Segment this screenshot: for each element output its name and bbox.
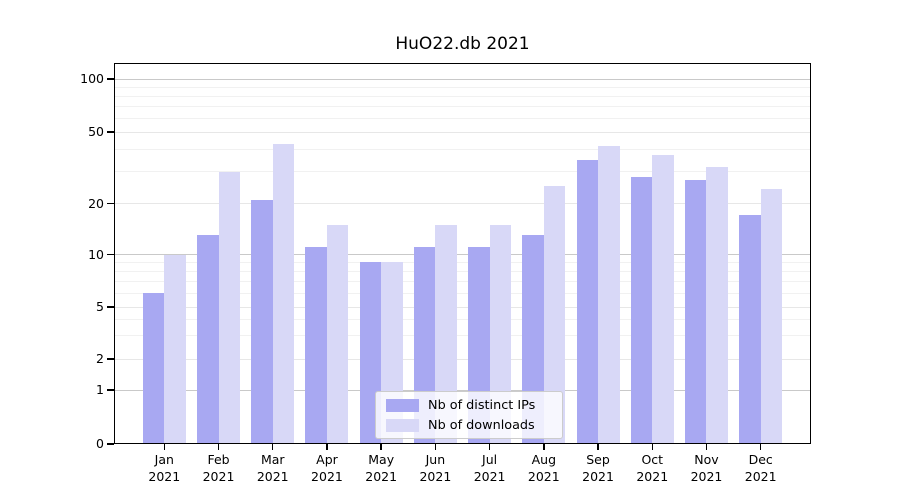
legend-swatch-downloads [386, 418, 419, 432]
bar-mar-distinct-ips [251, 199, 273, 444]
x-tick-label-feb: Feb 2021 [202, 452, 235, 484]
x-tick-nov [705, 444, 708, 450]
gridline-y-1 [114, 389, 811, 391]
bar-dec-distinct-ips [739, 215, 761, 444]
bar-sep-downloads [598, 145, 620, 444]
y-tick-label-20: 20 [88, 195, 104, 211]
bar-feb-distinct-ips [197, 235, 219, 444]
y-tick-label-2: 2 [96, 351, 104, 366]
gridline-y-6 [114, 292, 811, 294]
legend-label-downloads: Nb of downloads [428, 417, 535, 433]
gridline-y-2 [114, 358, 811, 360]
bar-jul-downloads [489, 224, 512, 444]
gridline-y-50 [114, 131, 811, 133]
x-tick-label-oct: Oct 2021 [636, 452, 669, 484]
x-tick-oct [651, 444, 653, 450]
gridline-y-90 [114, 86, 811, 88]
gridline-y-10 [114, 254, 811, 255]
bar-dec-downloads [760, 189, 783, 444]
y-tick-10 [107, 253, 114, 256]
y-tick-1 [107, 389, 114, 391]
x-tick-label-apr: Apr 2021 [311, 452, 343, 484]
bar-sep-distinct-ips [576, 159, 599, 444]
y-tick-0 [107, 443, 114, 445]
bar-feb-downloads [218, 171, 241, 444]
legend-label-distinct-ips: Nb of distinct IPs [428, 397, 536, 413]
y-tick-2 [107, 358, 114, 360]
legend: Nb of distinct IPs Nb of downloads [375, 391, 563, 439]
bar-apr-distinct-ips [305, 247, 327, 444]
gridline-y-8 [114, 270, 811, 272]
x-tick-aug [543, 444, 545, 450]
bar-jan-distinct-ips [142, 293, 165, 444]
y-tick-label-50: 50 [88, 124, 104, 139]
x-tick-label-jun: Jun 2021 [419, 452, 452, 484]
x-tick-may [380, 444, 382, 450]
x-tick-jan [163, 444, 166, 450]
y-tick-label-0: 0 [96, 436, 104, 451]
bar-nov-distinct-ips [684, 180, 707, 444]
x-tick-jul [488, 444, 491, 450]
x-tick-label-nov: Nov 2021 [690, 452, 723, 484]
bar-aug-downloads [543, 186, 566, 444]
x-tick-label-jul: Jul 2021 [473, 452, 506, 484]
x-tick-label-aug: Aug 2021 [527, 452, 560, 484]
y-tick-20 [107, 202, 114, 205]
y-tick-50 [107, 131, 114, 133]
legend-swatch-distinct-ips [386, 398, 419, 412]
y-tick-100 [107, 78, 114, 80]
gridline-y-70 [114, 105, 811, 107]
gridline-y-9 [114, 261, 811, 263]
y-tick-label-1: 1 [96, 382, 104, 397]
bar-oct-downloads [652, 155, 674, 444]
bar-oct-distinct-ips [630, 177, 653, 444]
gridline-y-60 [114, 117, 811, 119]
bar-apr-downloads [326, 224, 349, 444]
gridline-y-3 [114, 335, 811, 337]
x-tick-apr [326, 444, 328, 450]
y-tick-label-10: 10 [88, 246, 104, 262]
gridline-y-40 [114, 148, 811, 150]
y-tick-5 [107, 306, 114, 308]
gridline-y-7 [114, 281, 811, 282]
gridline-y-100 [114, 78, 811, 80]
x-tick-label-jan: Jan 2021 [148, 452, 181, 484]
x-tick-jun [434, 444, 437, 450]
legend-item-downloads: Nb of downloads [386, 418, 552, 433]
gridline-y-4 [114, 319, 811, 321]
x-tick-mar [271, 444, 274, 450]
gridline-y-5 [114, 306, 811, 308]
gridline-y-30 [114, 171, 811, 173]
bar-jun-downloads [435, 224, 457, 444]
gridline-y-80 [114, 95, 811, 97]
x-tick-label-mar: Mar 2021 [256, 452, 289, 484]
bar-jan-downloads [164, 254, 186, 444]
x-tick-feb [217, 444, 220, 450]
legend-item-distinct-ips: Nb of distinct IPs [386, 398, 552, 413]
bar-nov-downloads [706, 166, 728, 444]
gridline-y-20 [114, 203, 811, 204]
x-tick-label-sep: Sep 2021 [582, 452, 614, 484]
x-tick-label-dec: Dec 2021 [744, 452, 777, 484]
x-tick-dec [759, 444, 762, 450]
y-tick-label-100: 100 [80, 71, 104, 86]
x-tick-label-may: May 2021 [365, 452, 398, 484]
y-tick-label-5: 5 [96, 299, 104, 314]
x-tick-sep [597, 444, 599, 450]
bar-mar-downloads [272, 143, 295, 444]
chart-title: HuO22.db 2021 [395, 34, 530, 54]
